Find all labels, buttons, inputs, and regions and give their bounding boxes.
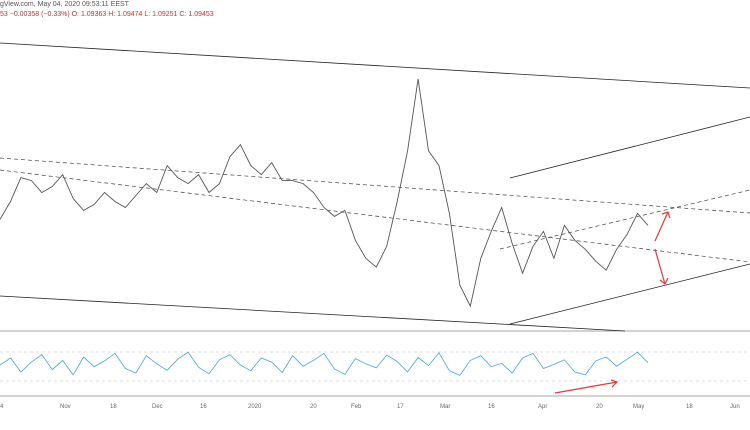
x-tick-label: Dec: [152, 404, 163, 410]
x-axis: 4 Nov 18 Dec 16 2020 20 Feb 17 Mar 16 Ap…: [0, 404, 740, 410]
x-tick-label: 16: [488, 404, 495, 410]
x-tick-label: Jun: [730, 404, 740, 410]
x-tick-label: Apr: [538, 404, 547, 410]
x-tick-label: Feb: [351, 404, 362, 410]
x-tick-label: May: [633, 404, 644, 410]
dashed-trend-line-1[interactable]: [0, 157, 750, 214]
x-tick-label: 2020: [248, 404, 262, 410]
x-tick-label: 17: [397, 404, 404, 410]
annotation-divergence-arrow[interactable]: [554, 379, 619, 394]
annotation-arrow-down[interactable]: [654, 248, 669, 285]
price-series-line: [0, 78, 649, 308]
x-tick-label: Nov: [60, 404, 71, 410]
channel-lower-line[interactable]: [0, 295, 626, 332]
x-tick-label: Mar: [440, 404, 450, 410]
wedge-upper-line[interactable]: [509, 116, 750, 179]
ohlc-readout: 53 −0.00358 (−0.33%) O: 1.09363 H: 1.094…: [0, 11, 214, 18]
x-tick-label: 20: [310, 404, 317, 410]
x-tick-label: 16: [200, 404, 207, 410]
oscillator-series-line: [0, 351, 649, 376]
x-tick-label: 18: [686, 404, 693, 410]
channel-upper-line[interactable]: [0, 42, 750, 89]
annotation-arrow-up[interactable]: [654, 211, 671, 242]
wedge-mid-dashed-line[interactable]: [499, 189, 750, 250]
wedge-lower-line[interactable]: [509, 263, 750, 325]
dashed-trend-line-2[interactable]: [0, 169, 750, 263]
x-tick-label: 18: [110, 404, 117, 410]
x-tick-label: 4: [0, 404, 4, 410]
x-tick-label: 20: [596, 404, 603, 410]
chart-header-info: gView.com, May 04, 2020 09:53:11 EEST: [0, 1, 129, 8]
